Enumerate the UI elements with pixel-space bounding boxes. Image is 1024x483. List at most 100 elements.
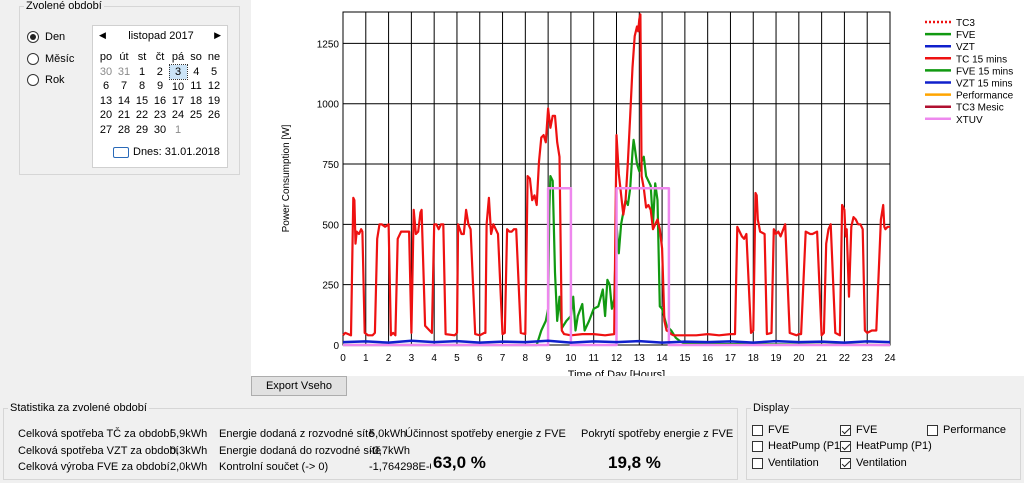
calendar-day[interactable]: 12	[207, 80, 221, 93]
calendar-day[interactable]	[187, 123, 205, 138]
display-checkbox-ventilation-15[interactable]: Ventilation	[840, 457, 907, 469]
checkbox-box-checked[interactable]	[840, 424, 851, 436]
calendar-day[interactable]: 18	[189, 94, 203, 107]
calendar-day[interactable]: 30	[99, 65, 113, 78]
x-tick-label: 7	[500, 353, 506, 364]
checkbox-box[interactable]	[752, 424, 763, 436]
display-checkbox-fve[interactable]: FVE	[752, 424, 789, 436]
calendar-day[interactable]: 8	[138, 80, 146, 93]
calendar-day[interactable]: 1	[138, 65, 146, 78]
display-checkbox-label: Ventilation	[768, 457, 819, 469]
calendar-day[interactable]: 24	[171, 109, 185, 122]
weekday-label: čt	[155, 51, 165, 64]
stat-heatpump-label: Celková spotřeba TČ za období	[18, 428, 173, 440]
checkbox-box[interactable]	[752, 440, 763, 452]
calendar-day[interactable]: 20	[99, 109, 113, 122]
legend-label: VZT	[956, 42, 975, 53]
today-marker-icon	[113, 146, 129, 158]
checkbox-box-checked[interactable]	[840, 457, 851, 469]
calendar-day[interactable]: 16	[153, 94, 167, 107]
calendar-day[interactable]: 6	[102, 80, 110, 93]
efficiency-label: Účinnost spotřeby energie z FVE	[405, 428, 566, 440]
calendar-day[interactable]: 9	[156, 80, 164, 93]
display-group: Display	[746, 402, 1021, 480]
period-radio-day[interactable]: Den	[27, 31, 65, 43]
coverage-value: 19,8 %	[608, 453, 661, 472]
legend-label: TC 15 mins	[956, 54, 1007, 65]
stat-checksum-value: -1,764298E-0	[369, 461, 431, 473]
display-checkbox-heatpump-15[interactable]: HeatPump (P1)	[840, 440, 932, 452]
radio-dot-day[interactable]	[27, 31, 39, 43]
calendar-day[interactable]: 21	[117, 109, 131, 122]
legend-label: Performance	[956, 91, 1014, 102]
checkbox-box[interactable]	[927, 424, 938, 436]
calendar-day[interactable]: 15	[135, 94, 149, 107]
calendar-week-row: 20 21 22 23 24 25 26	[97, 108, 223, 123]
calendar-day[interactable]: 17	[171, 94, 185, 107]
stat-pv-label: Celková výroba FVE za období	[18, 461, 170, 473]
calendar-day[interactable]: 29	[135, 123, 149, 136]
calendar-day[interactable]: 7	[120, 80, 128, 93]
weekday-label: pá	[171, 51, 185, 63]
calendar-day[interactable]: 11	[190, 80, 202, 93]
calendar-day[interactable]: 26	[207, 109, 221, 122]
display-checkbox-heatpump[interactable]: HeatPump (P1)	[752, 440, 844, 452]
x-tick-label: 8	[523, 353, 529, 364]
month-calendar[interactable]: ◀ listopad 2017 ▶ po út st čt pá so ne 3…	[92, 25, 228, 168]
x-tick-label: 5	[454, 353, 460, 364]
x-tick-label: 19	[770, 353, 782, 364]
display-checkbox-label: FVE	[856, 424, 878, 436]
x-tick-label: 11	[589, 353, 600, 364]
calendar-week-row: 30 31 1 2 3 4 5	[97, 64, 223, 80]
legend-label: XTUV	[956, 115, 983, 126]
calendar-day[interactable]: 14	[117, 94, 131, 107]
period-radio-month[interactable]: Měsíc	[27, 53, 74, 65]
calendar-next-button[interactable]: ▶	[214, 30, 221, 40]
calendar-day[interactable]: 28	[117, 123, 131, 136]
radio-dot-year[interactable]	[27, 74, 39, 86]
calendar-prev-button[interactable]: ◀	[99, 30, 106, 40]
y-tick-label: 0	[333, 341, 339, 352]
checkbox-box-checked[interactable]	[840, 440, 851, 452]
stat-heatpump-value: 5,9kWh	[170, 428, 208, 440]
radio-dot-month[interactable]	[27, 53, 39, 65]
calendar-day-selected[interactable]: 3	[168, 64, 188, 80]
calendar-day[interactable]: 23	[153, 109, 167, 122]
stat-ventilation-label: Celková spotřeba VZT za období	[18, 445, 179, 457]
calendar-day[interactable]: 4	[193, 65, 200, 78]
export-all-button[interactable]: Export Vseho	[251, 376, 347, 396]
calendar-day[interactable]: 10	[171, 80, 185, 93]
calendar-grid: po út st čt pá so ne 30 31 1 2 3 4 5 6 7…	[97, 50, 223, 137]
calendar-day[interactable]: 2	[156, 65, 163, 78]
display-checkbox-fve-15[interactable]: FVE	[840, 424, 877, 436]
x-tick-label: 2	[386, 353, 392, 364]
display-checkbox-label: FVE	[768, 424, 790, 436]
calendar-day[interactable]	[205, 123, 223, 138]
x-tick-label: 9	[545, 353, 551, 364]
x-tick-label: 13	[634, 353, 646, 364]
calendar-day[interactable]: 25	[189, 109, 203, 122]
calendar-today-link[interactable]: Dnes: 31.01.2018	[113, 146, 220, 158]
calendar-day[interactable]: 19	[207, 94, 221, 107]
calendar-day[interactable]: 13	[99, 94, 113, 107]
calendar-week-row: 13 14 15 16 17 18 19	[97, 94, 223, 109]
legend-label: FVE 15 mins	[956, 66, 1013, 77]
checkbox-box[interactable]	[752, 457, 763, 469]
calendar-day[interactable]: 22	[135, 109, 149, 122]
stat-ventilation-value: 0,3kWh	[170, 445, 208, 457]
period-radio-day-label: Den	[45, 31, 66, 43]
display-checkbox-performance[interactable]: Performance	[927, 424, 1006, 436]
y-tick-label: 500	[322, 220, 339, 231]
calendar-day[interactable]: 31	[117, 65, 131, 78]
calendar-week-row: 6 7 8 9 10 11 12	[97, 79, 223, 94]
calendar-day[interactable]: 5	[210, 65, 218, 78]
calendar-day[interactable]: 27	[99, 123, 113, 136]
display-checkbox-ventilation[interactable]: Ventilation	[752, 457, 819, 469]
calendar-day[interactable]: 30	[153, 123, 167, 136]
display-checkbox-label: Ventilation	[856, 457, 907, 469]
x-tick-label: 12	[611, 353, 623, 364]
period-radio-year[interactable]: Rok	[27, 74, 65, 86]
legend-label: FVE	[956, 30, 976, 41]
weekday-label: po	[99, 51, 113, 64]
calendar-day[interactable]: 1	[174, 123, 182, 136]
